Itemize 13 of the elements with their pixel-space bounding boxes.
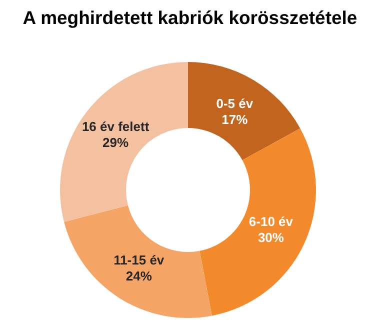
slice-label: 16 év felett <box>82 118 150 134</box>
donut-slice <box>200 128 316 316</box>
slice-label: 11-15 év <box>114 252 165 268</box>
donut-slice <box>60 62 188 222</box>
donut-slice <box>64 205 212 318</box>
slice-label: 0-5 év <box>216 96 254 112</box>
data-label: 29% <box>102 134 129 150</box>
chart-title: A meghirdetett kabriók korösszetétele <box>22 7 358 28</box>
data-label: 30% <box>258 230 284 246</box>
data-label: 17% <box>222 112 248 128</box>
data-label: 24% <box>126 268 152 284</box>
slice-label: 6-10 év <box>248 214 294 230</box>
donut-slice <box>188 62 300 160</box>
